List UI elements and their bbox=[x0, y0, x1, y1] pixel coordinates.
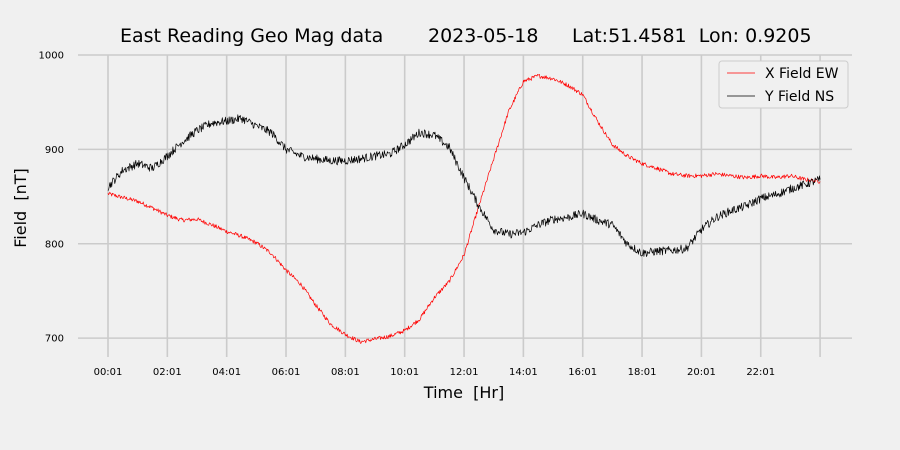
y-tick-labels: 700 800 900 1000 bbox=[39, 51, 64, 345]
y-tick-label: 1000 bbox=[39, 51, 64, 62]
x-tick-label: 08:01 bbox=[331, 367, 360, 378]
x-tick-label: 16:01 bbox=[568, 367, 597, 378]
series-line-1 bbox=[107, 114, 821, 257]
chart-title: East Reading Geo Mag data bbox=[120, 25, 383, 47]
legend: X Field EW Y Field NS bbox=[718, 60, 849, 109]
x-tick-label: 00:01 bbox=[94, 367, 123, 378]
x-tick-label: 14:01 bbox=[509, 367, 538, 378]
y-axis-label: Field [nT] bbox=[11, 168, 30, 248]
chart-date: 2023-05-18 bbox=[428, 25, 538, 47]
series-line-0 bbox=[107, 74, 821, 344]
x-tick-label: 18:01 bbox=[628, 367, 657, 378]
title-group: East Reading Geo Mag data 2023-05-18 Lat… bbox=[120, 25, 812, 47]
legend-label-x-field: X Field EW bbox=[765, 66, 839, 82]
x-tick-label: 20:01 bbox=[687, 367, 716, 378]
series-lines bbox=[107, 74, 821, 344]
grid bbox=[78, 54, 852, 357]
x-axis-label: Time [Hr] bbox=[423, 383, 504, 402]
y-tick-label: 800 bbox=[45, 239, 64, 250]
x-tick-label: 04:01 bbox=[212, 367, 241, 378]
y-tick-label: 900 bbox=[45, 145, 64, 156]
chart-location: Lat:51.4581 Lon: 0.9205 bbox=[572, 25, 812, 47]
x-tick-label: 02:01 bbox=[153, 367, 182, 378]
x-tick-labels: 00:01 02:01 04:01 06:01 08:01 10:01 12:01 14:01… bbox=[94, 367, 776, 378]
x-tick-label: 12:01 bbox=[450, 367, 479, 378]
x-tick-label: 10:01 bbox=[390, 367, 419, 378]
y-tick-label: 700 bbox=[45, 334, 64, 345]
x-tick-label: 06:01 bbox=[272, 367, 301, 378]
legend-label-y-field: Y Field NS bbox=[764, 89, 834, 105]
x-tick-label: 22:01 bbox=[746, 367, 775, 378]
